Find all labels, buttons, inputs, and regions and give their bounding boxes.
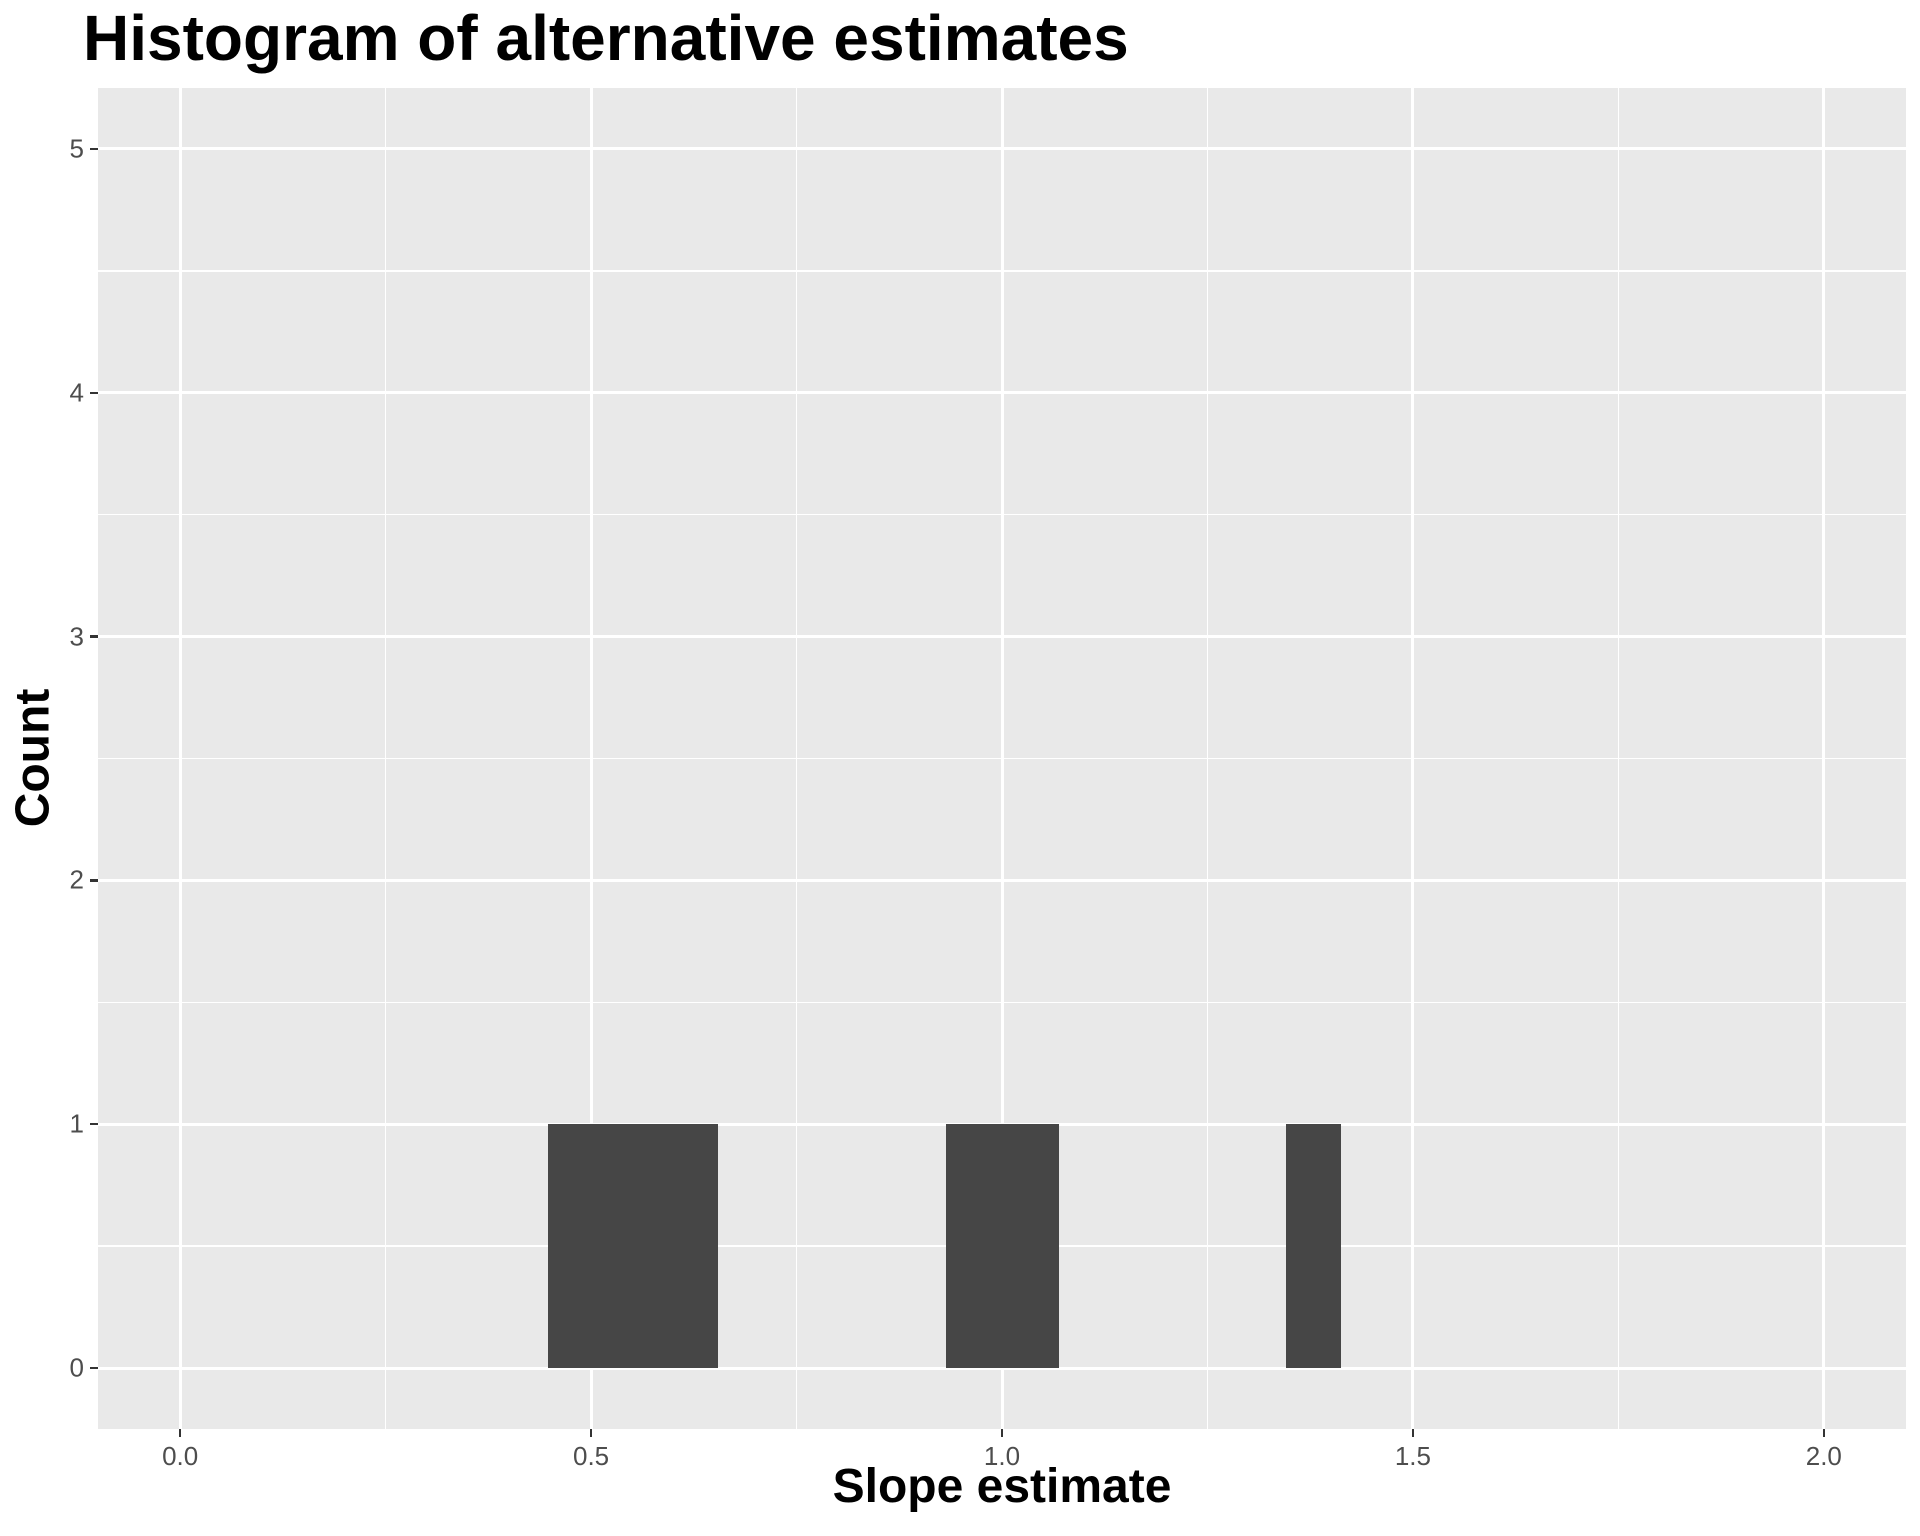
- x-tick-label: 0.5: [573, 1441, 610, 1471]
- y-tick-label: 5: [69, 133, 84, 164]
- x-minor-gridline: [1206, 88, 1209, 1429]
- x-tick-mark: [589, 1429, 593, 1437]
- x-minor-gridline: [1617, 88, 1620, 1429]
- x-major-gridline: [589, 88, 593, 1429]
- y-tick-label: 3: [69, 621, 84, 652]
- x-tick-mark: [1822, 1429, 1826, 1437]
- x-minor-gridline: [384, 88, 387, 1429]
- x-major-gridline: [178, 88, 182, 1429]
- x-major-gridline: [1411, 88, 1415, 1429]
- x-tick-label: 2.0: [1805, 1441, 1842, 1471]
- x-tick-mark: [1000, 1429, 1004, 1437]
- y-tick-label: 4: [69, 377, 84, 408]
- y-tick-label: 0: [69, 1352, 84, 1383]
- x-tick-label: 1.5: [1394, 1441, 1431, 1471]
- y-axis: 0 1 2 3 4 5: [0, 88, 98, 1429]
- x-tick-label: 1.0: [983, 1441, 1021, 1471]
- chart-title: Histogram of alternative estimates: [83, 2, 1129, 74]
- x-major-gridline: [1822, 88, 1826, 1429]
- y-tick-mark: [90, 1366, 98, 1370]
- x-axis-title: Slope estimate: [832, 1460, 1172, 1513]
- y-tick-mark: [90, 879, 98, 882]
- y-tick-label: 2: [69, 864, 84, 895]
- histogram-bar: [1285, 1124, 1342, 1369]
- x-axis: 0.0 0.5 1.0 1.5 2.0: [98, 1429, 1906, 1475]
- y-tick-mark: [90, 635, 98, 638]
- x-minor-gridline: [795, 88, 798, 1429]
- histogram-bar: [548, 1124, 719, 1369]
- x-major-gridline: [1000, 88, 1004, 1429]
- plot-panel: [98, 88, 1906, 1429]
- y-tick-mark: [90, 391, 98, 395]
- x-tick-mark: [178, 1429, 182, 1437]
- y-axis-title: Count: [6, 688, 60, 828]
- x-tick-mark: [1411, 1429, 1415, 1437]
- y-tick-label: 1: [69, 1108, 84, 1139]
- y-tick-mark: [90, 1122, 98, 1126]
- y-tick-mark: [90, 147, 98, 151]
- histogram-bar: [946, 1124, 1059, 1369]
- x-tick-label: 0.0: [162, 1441, 199, 1471]
